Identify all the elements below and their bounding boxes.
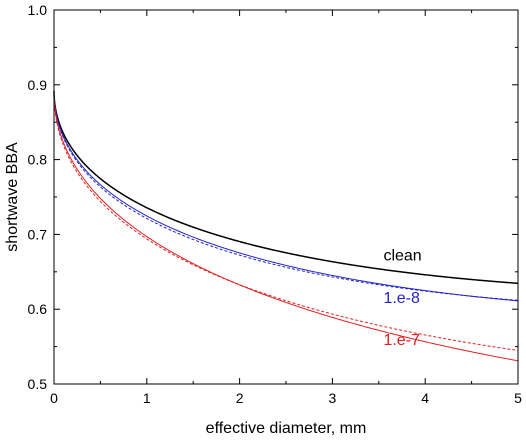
series-label: clean [383,248,421,265]
series-line-3 [53,91,519,301]
y-tick-label: 1.0 [28,2,48,18]
plot-area: 0 1 2 3 4 5 0.5 0.6 0.7 0.8 0.9 1.0 clean 1.e-8 1.e-7 [28,2,523,406]
x-axis-title: effective diameter, mm [206,420,367,437]
series-line-5 [53,93,519,351]
y-tick-label: 0.9 [28,77,48,93]
y-tick-label: 0.7 [28,226,48,242]
y-axis-title: shortwave BBA [4,142,21,252]
x-tick-label: 2 [236,390,244,406]
series-line-4 [53,92,519,362]
x-tick-label: 0 [50,390,58,406]
series-label-layer: clean 1.e-8 1.e-7 [383,248,421,350]
series-label: 1.e-7 [383,332,420,349]
series-line-1 [53,90,519,285]
series-label: 1.e-8 [383,290,420,307]
tick-layer: 0 1 2 3 4 5 0.5 0.6 0.7 0.8 0.9 1.0 [28,2,523,406]
series-layer [53,90,519,362]
x-tick-label: 4 [421,390,429,406]
y-tick-label: 0.5 [28,376,48,392]
series-line-2 [53,91,519,302]
x-tick-label: 5 [514,390,522,406]
x-tick-label: 1 [143,390,151,406]
x-tick-label: 3 [329,390,337,406]
y-tick-label: 0.6 [28,301,48,317]
y-tick-label: 0.8 [28,152,48,168]
plot-frame [53,9,519,385]
